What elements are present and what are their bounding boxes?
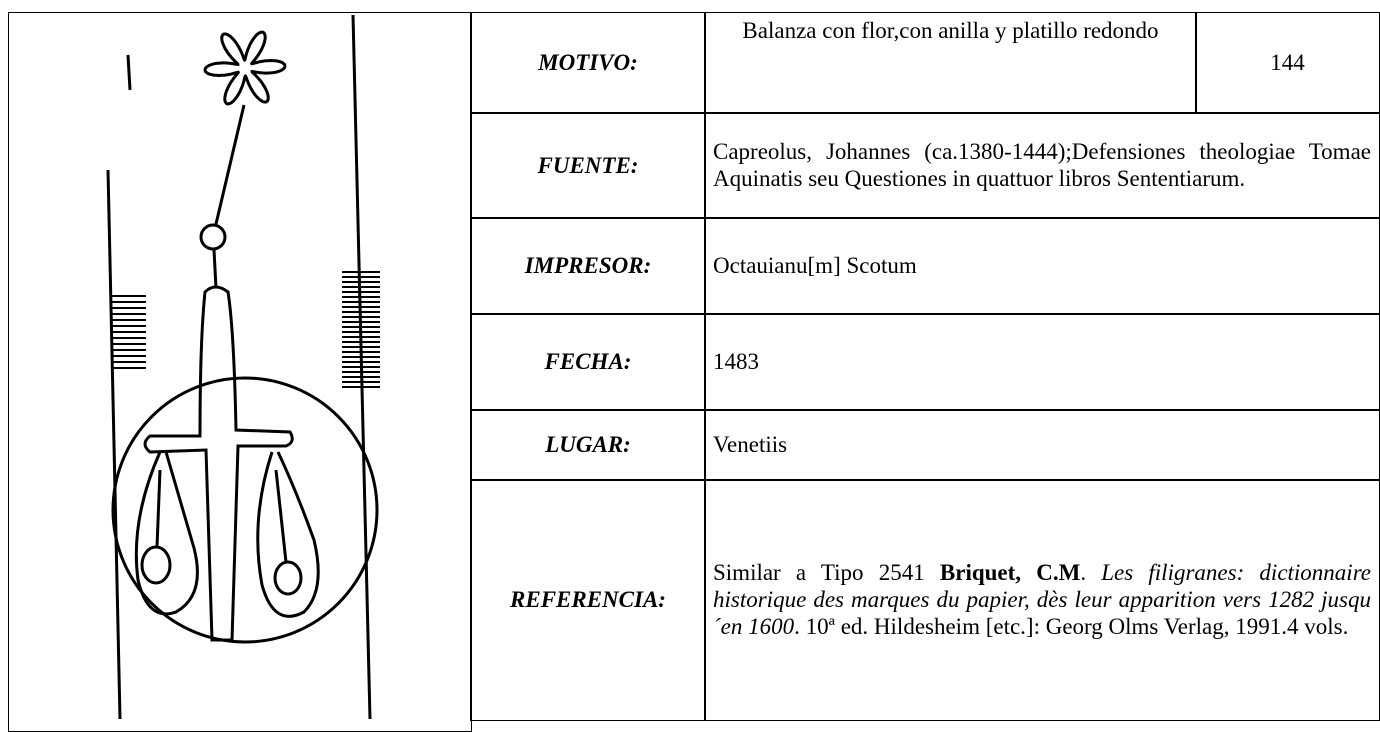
field-value: Capreolus, Johannes (ca.1380-1444);Defen… <box>704 112 1380 219</box>
text: FUENTE: <box>537 152 639 178</box>
text: MOTIVO: <box>538 50 638 76</box>
right-dish <box>273 560 303 596</box>
circle <box>111 376 379 644</box>
hatching <box>112 271 380 388</box>
balance <box>143 285 294 642</box>
stem <box>212 249 218 289</box>
chain-line <box>126 54 132 91</box>
reference-text: Similar a Tipo 2541 Briquet, C.M. Les fi… <box>713 559 1371 640</box>
field-number: 144 <box>1195 12 1380 114</box>
text: Briquet, C.M <box>939 560 1081 586</box>
text: Similar a Tipo 2541 <box>713 560 940 586</box>
field-value: 1483 <box>704 313 1380 411</box>
ring <box>199 223 227 251</box>
field-label: FUENTE: <box>470 112 706 219</box>
right-cord <box>274 469 288 563</box>
text: 144 <box>1270 50 1305 76</box>
field-label: REFERENCIA: <box>470 479 706 721</box>
text: Les filigranes: dictionnaire historique … <box>713 560 1371 640</box>
field-label: MOTIVO: <box>470 12 706 114</box>
watermark-drawing <box>106 14 380 719</box>
flower <box>203 30 287 106</box>
text: . <box>1080 560 1102 586</box>
text: Venetiis <box>713 432 788 458</box>
text: . 10ª ed. Hildesheim [etc.]: Georg Olms … <box>794 614 1349 640</box>
text: LUGAR: <box>545 432 631 458</box>
field-label: IMPRESOR: <box>470 217 706 315</box>
text: 1483 <box>713 349 759 375</box>
text: Balanza con flor,con anilla y platillo r… <box>742 18 1159 43</box>
field-label: FECHA: <box>470 313 706 411</box>
left-pan <box>134 451 199 616</box>
text: FECHA: <box>544 349 632 375</box>
stem <box>214 104 246 225</box>
text: Octauianu[m] Scotum <box>713 253 917 279</box>
field-label: LUGAR: <box>470 409 706 481</box>
text: Capreolus, Johannes (ca.1380-1444);Defen… <box>713 139 1371 192</box>
field-value: Octauianu[m] Scotum <box>704 217 1380 315</box>
left-cord <box>155 469 162 548</box>
left-dish <box>140 545 172 585</box>
field-value: Similar a Tipo 2541 Briquet, C.M. Les fi… <box>704 479 1380 721</box>
text: REFERENCIA: <box>510 587 666 613</box>
field-value: Balanza con flor,con anilla y platillo r… <box>704 12 1197 114</box>
right-pan <box>256 451 320 618</box>
field-value: Venetiis <box>704 409 1380 481</box>
text: IMPRESOR: <box>524 253 652 279</box>
chain-line <box>106 169 122 719</box>
